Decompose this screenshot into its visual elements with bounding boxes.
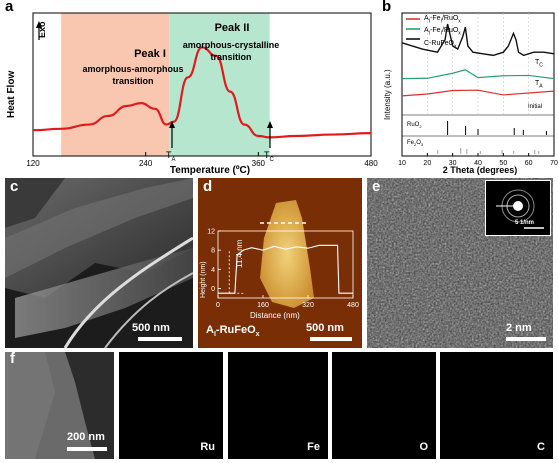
xrd-series (401, 69, 555, 80)
x-tick-label: 10 (398, 160, 406, 167)
panel-c-sem-image (5, 178, 193, 348)
eds-map-label: Ru (200, 441, 215, 453)
panel-b-legend: AI-FeI/RuOx AI-FeI/RuOx C-RuFeOx (424, 14, 461, 51)
panel-a-label: a (5, 0, 14, 15)
height-profile-line (218, 244, 353, 294)
eds-map-label: O (419, 441, 428, 453)
peak1-desc-line2: transition (112, 76, 154, 86)
inset-xlabel: Distance (nm) (250, 311, 300, 320)
ta-label: TA (166, 150, 176, 163)
x-tick-label: 40 (474, 160, 482, 167)
panel-b-xlabel: 2 Theta (degrees) (442, 165, 518, 175)
panel-b-ylabel: Intensity (a.u.) (383, 69, 392, 120)
panel-a-chart: 120 240 360 480 Exo (26, 12, 378, 168)
xrd-series (401, 89, 555, 97)
x-tick-label: 240 (139, 159, 153, 168)
xrd-traces (401, 23, 555, 97)
inset-x-tick-label: 480 (347, 302, 359, 309)
xrd-gridlines (427, 13, 529, 115)
panel-c-label: c (10, 178, 19, 195)
inset-frame (217, 230, 354, 299)
eds-map-label: Fe (307, 441, 320, 453)
height-profile-inset: 0 4 8 12 0 160 320 480 (207, 229, 359, 310)
panel-d-scalebar (310, 337, 352, 341)
panel-e-scale-label: 2 nm (506, 322, 532, 334)
afm-height-map (260, 200, 314, 308)
xrd-series (401, 23, 555, 57)
sem-texture (5, 178, 193, 348)
panel-b-chart: 10 20 30 40 50 60 70 (398, 12, 558, 167)
inset-ylabel: Height (nm) (200, 261, 207, 298)
panel-d-label: d (203, 178, 213, 195)
panel-c-scalebar (138, 337, 182, 341)
panel-d-afm-image: 0 4 8 12 0 160 320 480 (198, 178, 362, 348)
inset-height-annotation: 11.4 nm (235, 239, 244, 268)
inset-y-tick-label: 8 (211, 248, 215, 255)
panel-e-label: e (372, 178, 381, 195)
x-tick-label: 30 (449, 160, 457, 167)
x-axis-ticks: 10 20 30 40 50 60 70 (398, 153, 558, 167)
trace-label-tc: TC (535, 59, 543, 69)
peak1-desc-line1: amorphous-amorphous (82, 64, 184, 74)
inset-y-tick-label: 4 (211, 267, 215, 274)
trace-label-initial: Initial (528, 104, 543, 110)
inset-x-tick-label: 160 (257, 302, 269, 309)
x-tick-label: 20 (423, 160, 431, 167)
legend-entry: C-RuFeOx (424, 39, 457, 50)
tc-label: TC (264, 150, 274, 163)
peak1-title: Peak I (134, 48, 166, 60)
x-tick-label: 50 (499, 160, 507, 167)
inset-y-tick-label: 0 (211, 286, 215, 293)
plot-frame (32, 12, 372, 157)
reference-lines (402, 121, 554, 154)
x-tick-label: 360 (252, 159, 266, 168)
eds-map-ru: Ru (119, 352, 223, 459)
eds-map-o: O (332, 352, 436, 459)
peak2-title: Peak II (214, 22, 250, 34)
panel-a-xlabel: Temperature (ºC) (169, 165, 251, 176)
panel-e-scalebar (506, 337, 546, 341)
legend-swatches (406, 18, 420, 40)
panel-f-haadf-image (5, 352, 114, 459)
peak1-band (61, 13, 170, 156)
peak2-desc-line2: transition (210, 52, 252, 62)
panel-a: 120 240 360 480 Exo a Heat Flow Peak I amor… (0, 0, 380, 176)
trace-label-ta: TA (535, 80, 543, 90)
panel-f-scalebar (67, 447, 107, 451)
x-axis-ticks: 120 240 360 480 (26, 152, 378, 168)
panel-b: 10 20 30 40 50 60 70 b Intensity (a.u.) AI-FeI… (380, 0, 558, 175)
x-tick-label: 480 (364, 159, 378, 168)
ref-label-ruo2: RuO2 (407, 122, 422, 130)
inset-y-tick-label: 12 (207, 229, 215, 236)
exo-label: Exo (37, 21, 47, 38)
x-tick-label: 120 (26, 159, 40, 168)
ref-label-fe2o3: Fe2O3 (407, 140, 424, 148)
panel-b-label: b (382, 0, 392, 15)
panel-d-scale-label: 500 nm (306, 322, 344, 334)
panel-a-ylabel: Heat Flow (6, 70, 17, 118)
tc-arrow-head (267, 121, 273, 128)
eds-map-c: C (440, 352, 553, 459)
panel-f-label: f (10, 350, 15, 367)
legend-entry: AI-FeI/RuOx (424, 15, 461, 25)
panel-c-scale-label: 500 nm (132, 322, 170, 334)
inset-scale-label: 5 1/nm (515, 220, 535, 226)
inset-x-tick-label: 320 (302, 302, 314, 309)
inset-x-tick-label: 0 (216, 302, 220, 309)
x-tick-label: 70 (550, 160, 558, 167)
legend-entry: AI-FeI/RuOx (424, 27, 461, 37)
eds-map-fe: Fe (228, 352, 328, 459)
eds-map-label: C (537, 441, 545, 453)
ta-arrow-head (169, 121, 175, 128)
panel-d-caption: AI-RuFeOx (206, 324, 260, 339)
saed-inset (485, 180, 551, 236)
peak2-desc-line1: amorphous-crystalline (182, 40, 280, 50)
panel-f-scale-label: 200 nm (67, 431, 105, 443)
panel-e-hrtem-image (367, 178, 553, 348)
exo-arrow-head (36, 21, 42, 28)
x-tick-label: 60 (525, 160, 533, 167)
